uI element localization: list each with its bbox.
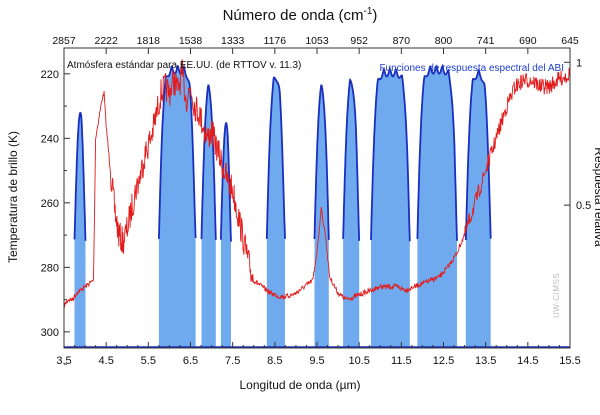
top-tick-label: 1538: [179, 35, 203, 47]
x-tick-label: 4.5: [99, 355, 114, 367]
x-tick-label: 12.5: [433, 355, 454, 367]
top-tick-label: 1333: [221, 35, 245, 47]
y-axis-right-title: Respuesta relativa: [592, 147, 600, 247]
top-tick-label: 1818: [137, 35, 161, 47]
cimss-watermark: UW-CIMSS: [552, 272, 561, 318]
srf-band-fill-5: [266, 77, 285, 348]
srf-band-line-3: [200, 84, 217, 240]
x-tick-label: 5.5: [141, 355, 156, 367]
top-tick-label: 2857: [52, 35, 76, 47]
srf-band-line-4: [220, 122, 232, 242]
top-tick-label: 870: [393, 35, 411, 47]
srf-band-line-7: [342, 78, 361, 241]
x-tick-label: 8.5: [267, 355, 282, 367]
top-tick-label: 952: [350, 35, 368, 47]
brightness-temperature-line: [64, 59, 570, 308]
srf-band-line-6: [313, 84, 330, 240]
top-tick-label: 741: [477, 35, 495, 47]
srf-band-line-9: [416, 63, 458, 241]
axis-ticks: 3.5 4.5 5.5 6.5 7.5 8.5 9.5 10.5 11.5 12.5 13.5 14.…: [41, 35, 592, 367]
srf-band-fill-10: [465, 69, 491, 348]
x-tick-label: 3.5: [56, 355, 71, 367]
x-tick-label: 13.5: [475, 355, 496, 367]
top-tick-label: 645: [561, 35, 579, 47]
top-tick-label: 1176: [264, 35, 287, 47]
y-left-tick-label: 300: [41, 327, 59, 339]
y-right-tick-label: 0.5: [576, 200, 591, 212]
srf-band-fill-1: [74, 112, 86, 348]
x-tick-label: 11.5: [391, 355, 412, 367]
top-tick-label: 2222: [94, 35, 118, 47]
x-tick-label: 6.5: [183, 355, 198, 367]
srf-band-line-2: [158, 64, 197, 239]
y-left-tick-label: 280: [41, 262, 59, 274]
y-left-tick-label: 260: [41, 198, 59, 210]
brightness-temperature-series: [64, 59, 570, 308]
x-tick-label: 9.5: [309, 355, 324, 367]
atmosphere-annotation: Atmósfera estándar para EE.UU. (de RTTOV…: [67, 60, 302, 71]
y-left-tick-label: 240: [41, 133, 59, 145]
x-axis-title: Longitud de onda (µm): [239, 378, 361, 392]
x-tick-label: 15.5: [559, 355, 580, 367]
srf-band-fill-7: [343, 79, 360, 348]
x-tick-label: 14.5: [517, 355, 538, 367]
top-tick-label: 690: [519, 35, 537, 47]
srf-bands: [64, 63, 570, 348]
srf-band-line-5: [265, 76, 286, 239]
y-right-tick-label: 1: [576, 57, 582, 69]
srf-band-fill-9: [417, 66, 457, 348]
srf-band-fill-2: [158, 65, 196, 348]
top-tick-label: 800: [435, 35, 453, 47]
srf-band-fill-4: [220, 123, 231, 348]
srf-annotation: Funciones de respuesta espectral del ABI: [379, 63, 564, 74]
x-tick-label: 10.5: [348, 355, 369, 367]
srf-band-line-10: [464, 69, 492, 241]
x-tick-label: 7.5: [225, 355, 240, 367]
srf-band-fill-8: [371, 68, 410, 348]
srf-band-fill-3: [201, 84, 216, 348]
srf-band-line-1: [73, 111, 87, 241]
top-tick-label: 1053: [305, 35, 329, 47]
y-axis-left-title: Temperatura de brillo (K): [6, 130, 20, 264]
y-left-tick-label: 220: [41, 69, 59, 81]
srf-band-fill-6: [314, 84, 329, 348]
top-axis-title: Número de onda (cm-1): [222, 6, 378, 24]
srf-band-line-8: [370, 65, 411, 242]
